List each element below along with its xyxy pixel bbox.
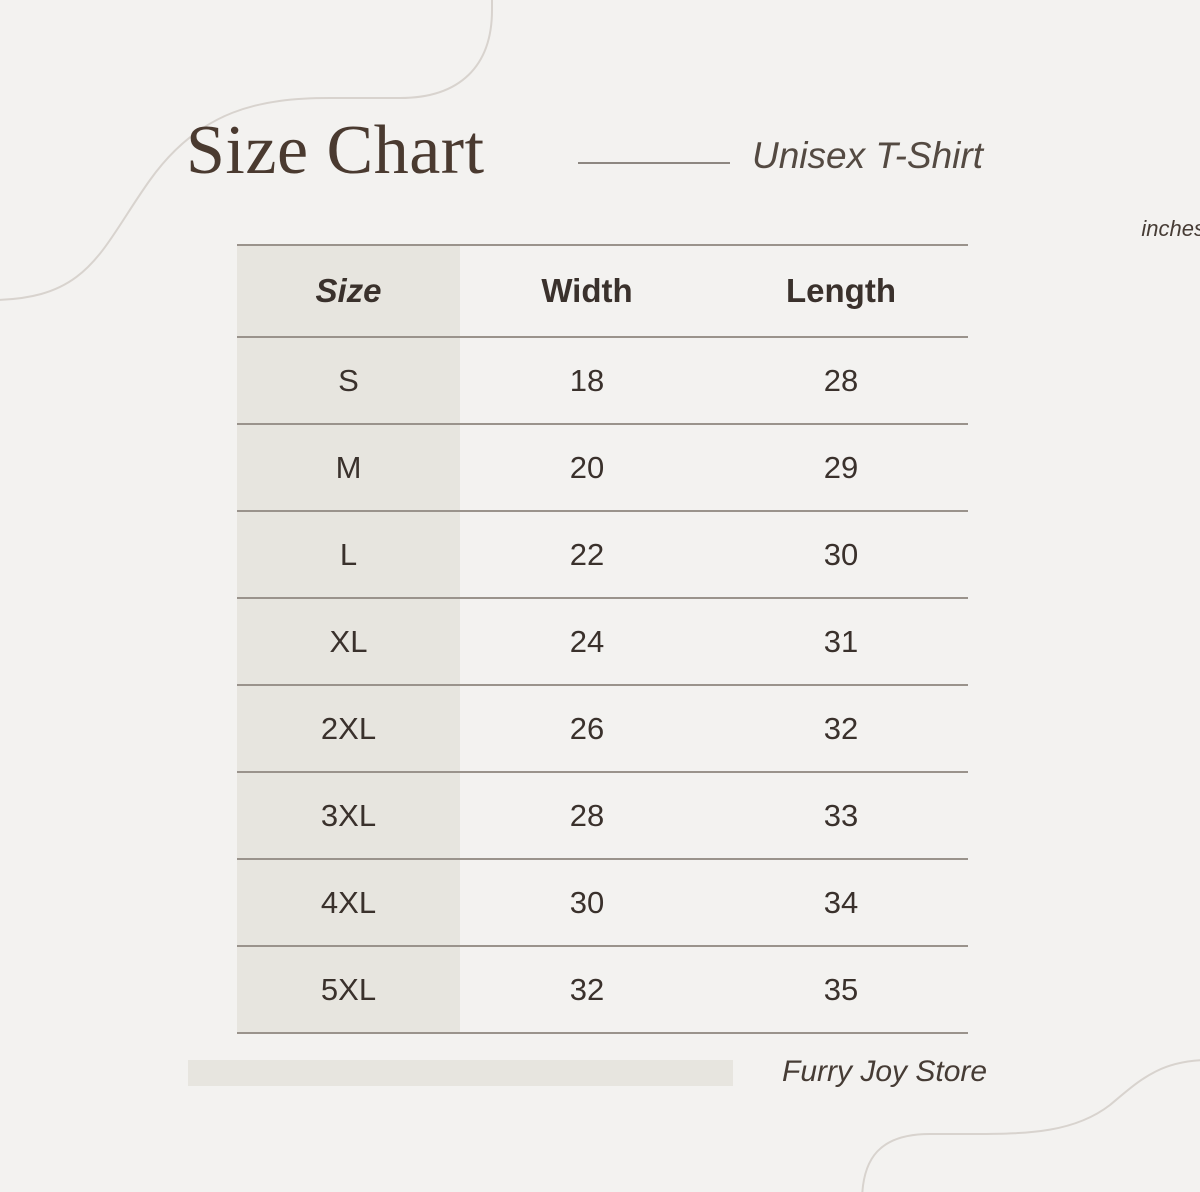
- cell-length: 29: [714, 424, 968, 512]
- product-subtitle: Unisex T-Shirt: [752, 135, 983, 176]
- table-header-row: Size Width Length: [237, 245, 968, 338]
- cell-length: 28: [714, 337, 968, 425]
- cell-length: 34: [714, 859, 968, 947]
- footer-accent-bar: [188, 1060, 733, 1086]
- cell-width: 24: [460, 598, 714, 686]
- cell-width: 30: [460, 859, 714, 947]
- table-row: 4XL 30 34: [237, 859, 968, 947]
- cell-size: L: [237, 511, 460, 599]
- cell-length: 35: [714, 946, 968, 1034]
- table-row: L 22 30: [237, 511, 968, 599]
- cell-width: 28: [460, 772, 714, 860]
- cell-width: 22: [460, 511, 714, 599]
- cell-width: 18: [460, 337, 714, 425]
- cell-width: 32: [460, 946, 714, 1034]
- cell-length: 33: [714, 772, 968, 860]
- cell-size: 3XL: [237, 772, 460, 860]
- cell-width: 20: [460, 424, 714, 512]
- cell-length: 32: [714, 685, 968, 773]
- units-label-row: inches: [237, 216, 1200, 246]
- size-table-head: Size Width Length: [237, 243, 968, 338]
- size-table-wrapper: Size Width Length S 18 28 M 20 29 L: [237, 243, 968, 1034]
- cell-size: 4XL: [237, 859, 460, 947]
- cell-size: XL: [237, 598, 460, 686]
- cell-size: 5XL: [237, 946, 460, 1034]
- column-header-width: Width: [460, 245, 714, 338]
- size-table: Size Width Length S 18 28 M 20 29 L: [237, 243, 968, 1034]
- store-name: Furry Joy Store: [782, 1055, 988, 1088]
- table-row: XL 24 31: [237, 598, 968, 686]
- cell-length: 31: [714, 598, 968, 686]
- cell-size: 2XL: [237, 685, 460, 773]
- table-row: M 20 29: [237, 424, 968, 512]
- table-row: 3XL 28 33: [237, 772, 968, 860]
- page-title: Size Chart: [186, 112, 485, 189]
- column-header-length: Length: [714, 245, 968, 338]
- table-row: S 18 28: [237, 337, 968, 425]
- table-row: 2XL 26 32: [237, 685, 968, 773]
- title-divider-rule: [578, 162, 730, 164]
- column-header-size: Size: [237, 245, 460, 338]
- chart-header: Size Chart Unisex T-Shirt: [186, 112, 1046, 200]
- cell-width: 26: [460, 685, 714, 773]
- units-label: inches: [1141, 216, 1200, 241]
- cell-length: 30: [714, 511, 968, 599]
- cell-size: S: [237, 337, 460, 425]
- size-table-body: S 18 28 M 20 29 L 22 30 XL 24 31: [237, 337, 968, 1034]
- table-row: 5XL 32 35: [237, 946, 968, 1034]
- cell-size: M: [237, 424, 460, 512]
